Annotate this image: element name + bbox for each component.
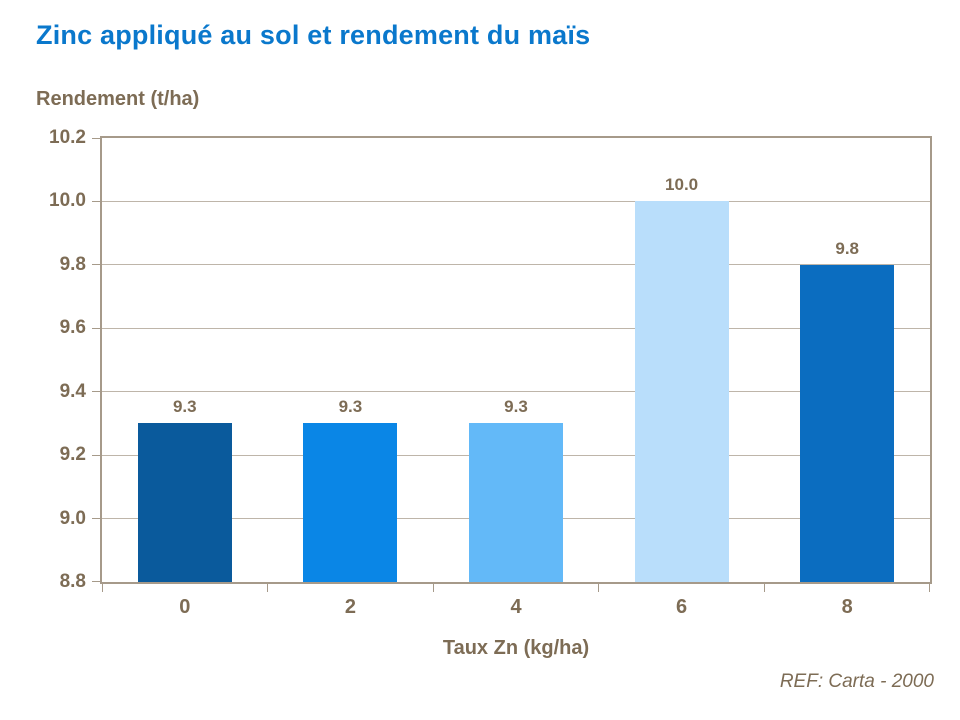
- bar-value-label: 9.8: [835, 238, 859, 258]
- x-tick-mark: [102, 584, 103, 592]
- y-tick-label: 10.2: [49, 127, 86, 148]
- x-tick-label: 6: [676, 596, 688, 618]
- y-tick-label: 8.8: [59, 571, 86, 592]
- chart-title: Zinc appliqué au sol et rendement du maï…: [36, 20, 591, 50]
- bar-value-label: 9.3: [338, 397, 363, 417]
- plot-area: 8.8 9.0 9.2 9.4 9.6 9.8 10.0 10.2 9.3 0 9.3 2 9.3 4 10…: [49, 128, 932, 618]
- bar-6: [634, 201, 729, 582]
- x-tick-label: 0: [179, 596, 191, 618]
- x-tick-mark: [763, 584, 765, 592]
- y-tick-label: 10.0: [49, 190, 86, 212]
- x-tick-label: 8: [841, 596, 853, 618]
- x-tick-mark: [432, 584, 434, 592]
- y-tick-mark: [92, 454, 100, 456]
- gridline: [102, 327, 930, 329]
- y-tick-label: 9.6: [59, 317, 86, 339]
- y-tick-mark: [92, 200, 100, 202]
- y-tick-label: 9.2: [59, 444, 86, 466]
- y-tick-label: 9.4: [59, 380, 86, 402]
- gridline: [102, 200, 930, 202]
- y-tick-mark: [92, 138, 100, 139]
- y-tick-mark: [92, 518, 100, 520]
- x-axis-title: Taux Zn (kg/ha): [442, 637, 590, 659]
- y-tick-mark: [92, 264, 100, 266]
- x-tick-mark: [267, 584, 269, 592]
- bar-8: [800, 264, 895, 582]
- y-tick-label: 9.8: [59, 253, 86, 275]
- gridline: [102, 264, 930, 266]
- y-tick-label: 9.0: [59, 507, 86, 529]
- gridline: [102, 391, 930, 393]
- x-tick-mark: [598, 584, 600, 592]
- bar-value-label: 9.3: [172, 397, 197, 417]
- reference-note: REF: Carta - 2000: [779, 671, 934, 692]
- y-tick-mark: [92, 581, 100, 582]
- y-axis-title: Rendement (t/ha): [36, 88, 200, 110]
- x-tick-label: 4: [510, 596, 522, 618]
- bar-0: [137, 423, 232, 582]
- x-tick-label: 2: [344, 596, 356, 618]
- bar-value-label: 9.3: [504, 397, 528, 417]
- bar-4: [469, 423, 563, 582]
- bar-2: [303, 423, 398, 582]
- bar-value-label: 10.0: [665, 175, 699, 195]
- y-tick-mark: [92, 327, 100, 329]
- y-tick-mark: [92, 391, 100, 393]
- x-tick-mark: [929, 584, 930, 592]
